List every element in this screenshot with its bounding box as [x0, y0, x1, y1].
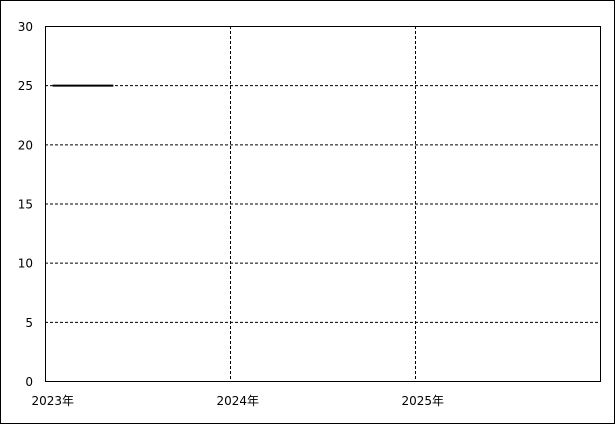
plot-area-border [45, 26, 601, 382]
y-tick-label: 25 [18, 79, 33, 93]
x-tick-label: 2025年 [402, 394, 445, 408]
y-tick-label: 30 [18, 20, 33, 34]
y-tick-label: 20 [18, 138, 33, 152]
y-tick-label: 15 [18, 198, 33, 212]
y-tick-label: 10 [18, 257, 33, 271]
x-tick-label: 2024年 [217, 394, 260, 408]
x-tick-label: 2023年 [32, 394, 75, 408]
y-tick-label: 0 [25, 375, 33, 389]
y-tick-label: 5 [25, 316, 33, 330]
